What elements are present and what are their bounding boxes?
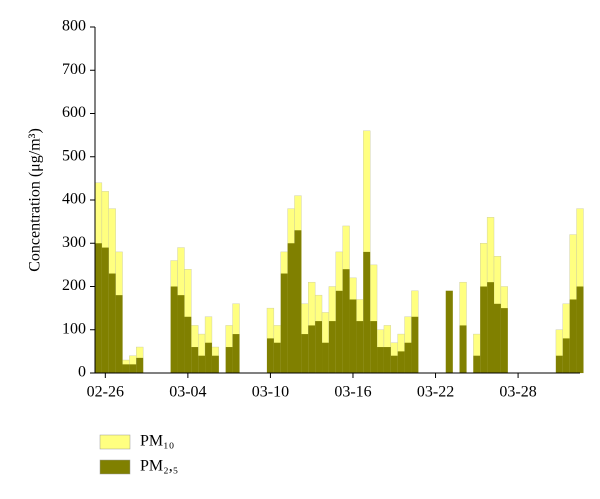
- y-tick-label: 100: [62, 320, 86, 337]
- y-tick-label: 700: [62, 61, 86, 78]
- legend-label: PM₁₀: [140, 433, 174, 450]
- x-tick-label: 03-28: [499, 384, 536, 401]
- bar: [101, 247, 109, 373]
- bar: [487, 282, 495, 373]
- y-tick-label: 600: [62, 104, 86, 121]
- bar: [115, 295, 123, 373]
- bar: [473, 355, 481, 373]
- bar: [273, 342, 281, 373]
- bar: [562, 338, 570, 373]
- bar: [377, 347, 384, 373]
- bar: [301, 334, 309, 373]
- x-tick-label: 03-10: [252, 384, 289, 401]
- y-tick-label: 0: [78, 364, 86, 381]
- bar: [308, 325, 316, 373]
- bar: [494, 303, 501, 373]
- bar: [294, 230, 302, 373]
- y-tick-label: 800: [62, 18, 86, 35]
- bar: [445, 290, 453, 373]
- x-tick-label: 02-26: [87, 384, 124, 401]
- bar: [555, 355, 563, 373]
- bar: [170, 286, 178, 373]
- y-tick-label: 500: [62, 147, 86, 164]
- bar: [500, 308, 508, 373]
- bar: [370, 321, 378, 373]
- x-tick-label: 03-22: [417, 384, 454, 401]
- y-axis-label: Concentration (μg/m³): [27, 128, 44, 272]
- y-tick-label: 300: [62, 234, 86, 251]
- bar: [287, 243, 295, 373]
- x-tick-label: 03-16: [334, 384, 371, 401]
- bar: [404, 342, 412, 373]
- legend-label: PM₂,₅: [140, 458, 178, 475]
- bar: [211, 355, 219, 373]
- bar: [411, 316, 419, 373]
- bar: [576, 286, 584, 373]
- bar: [266, 338, 274, 373]
- bar: [480, 286, 488, 373]
- bar: [390, 355, 398, 373]
- bar: [136, 357, 144, 373]
- bar: [569, 299, 577, 373]
- bar: [205, 342, 212, 373]
- bar: [122, 364, 130, 373]
- bar: [459, 325, 467, 373]
- x-tick-label: 03-04: [169, 384, 206, 401]
- bar: [177, 295, 185, 373]
- bar: [349, 299, 357, 373]
- bar: [356, 321, 364, 373]
- bar: [280, 273, 288, 373]
- bar: [129, 364, 137, 373]
- bar: [383, 347, 391, 373]
- legend-swatch: [99, 434, 131, 450]
- bar: [108, 273, 116, 373]
- bar: [232, 334, 240, 373]
- y-tick-label: 400: [62, 191, 86, 208]
- bar: [335, 290, 343, 373]
- bar: [315, 321, 323, 373]
- bar: [363, 251, 371, 373]
- bar: [397, 351, 405, 373]
- bar: [328, 321, 336, 373]
- bar: [191, 347, 199, 373]
- bar: [95, 243, 102, 373]
- bar: [342, 269, 350, 373]
- bar: [225, 347, 233, 373]
- y-tick-label: 200: [62, 277, 86, 294]
- bar: [198, 355, 206, 373]
- bar: [184, 316, 192, 373]
- legend-swatch: [99, 459, 131, 475]
- bar: [322, 342, 329, 373]
